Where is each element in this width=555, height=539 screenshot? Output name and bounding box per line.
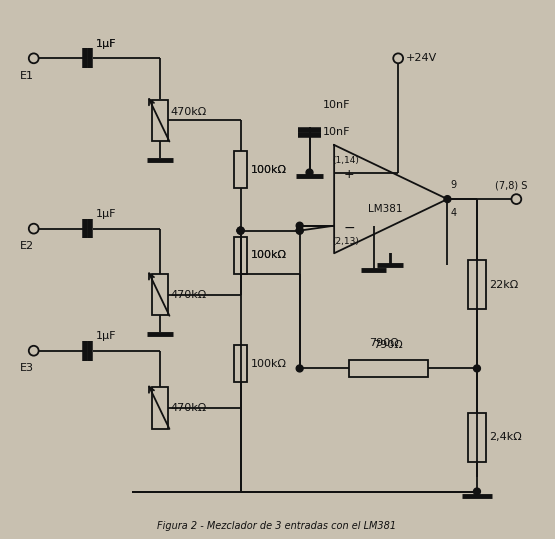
Text: 10nF: 10nF bbox=[324, 127, 351, 137]
Text: 470kΩ: 470kΩ bbox=[170, 289, 207, 300]
Circle shape bbox=[296, 365, 303, 372]
Text: Figura 2 - Mezclador de 3 entradas con el LM381: Figura 2 - Mezclador de 3 entradas con e… bbox=[158, 521, 397, 531]
Text: 2,4kΩ: 2,4kΩ bbox=[489, 432, 522, 443]
Text: 100kΩ: 100kΩ bbox=[250, 250, 286, 260]
Text: (7,8) S: (7,8) S bbox=[495, 181, 527, 190]
Text: LM381: LM381 bbox=[368, 204, 402, 214]
Text: 4: 4 bbox=[450, 208, 457, 218]
Bar bbox=[234, 237, 248, 274]
Circle shape bbox=[237, 227, 244, 234]
Circle shape bbox=[296, 227, 303, 234]
Text: 100kΩ: 100kΩ bbox=[250, 358, 286, 369]
Text: −: − bbox=[344, 220, 356, 234]
Text: 1µF: 1µF bbox=[96, 39, 116, 49]
Bar bbox=[234, 151, 248, 188]
Circle shape bbox=[473, 365, 481, 372]
Circle shape bbox=[444, 196, 451, 203]
Text: E1: E1 bbox=[20, 71, 34, 81]
Text: +: + bbox=[344, 168, 355, 181]
Text: (2,13): (2,13) bbox=[332, 237, 359, 246]
Text: 790Ω: 790Ω bbox=[369, 338, 398, 348]
Circle shape bbox=[237, 227, 244, 234]
Text: 100kΩ: 100kΩ bbox=[250, 164, 286, 175]
Text: (1,14): (1,14) bbox=[332, 156, 359, 165]
Bar bbox=[152, 274, 168, 315]
Text: 1µF: 1µF bbox=[96, 39, 116, 49]
Text: 470kΩ: 470kΩ bbox=[170, 403, 207, 413]
Text: E3: E3 bbox=[20, 363, 34, 374]
Text: 10nF: 10nF bbox=[324, 100, 351, 109]
Bar bbox=[234, 345, 248, 382]
Text: 1µF: 1µF bbox=[96, 209, 116, 219]
Text: 790Ω: 790Ω bbox=[374, 340, 403, 350]
Circle shape bbox=[306, 169, 313, 176]
Circle shape bbox=[237, 227, 244, 234]
Bar bbox=[152, 387, 168, 429]
Text: 9: 9 bbox=[450, 181, 457, 190]
Text: 100kΩ: 100kΩ bbox=[250, 164, 286, 175]
Bar bbox=[152, 100, 168, 141]
Bar bbox=[468, 260, 486, 309]
Text: 22kΩ: 22kΩ bbox=[489, 280, 518, 290]
Text: 1µF: 1µF bbox=[96, 331, 116, 341]
Bar bbox=[349, 360, 428, 377]
Text: E2: E2 bbox=[20, 241, 34, 251]
Text: +24V: +24V bbox=[406, 53, 437, 63]
Bar bbox=[468, 413, 486, 462]
Text: 470kΩ: 470kΩ bbox=[170, 107, 207, 118]
Circle shape bbox=[473, 488, 481, 495]
Text: 100kΩ: 100kΩ bbox=[250, 250, 286, 260]
Circle shape bbox=[296, 222, 303, 229]
Circle shape bbox=[296, 227, 303, 234]
